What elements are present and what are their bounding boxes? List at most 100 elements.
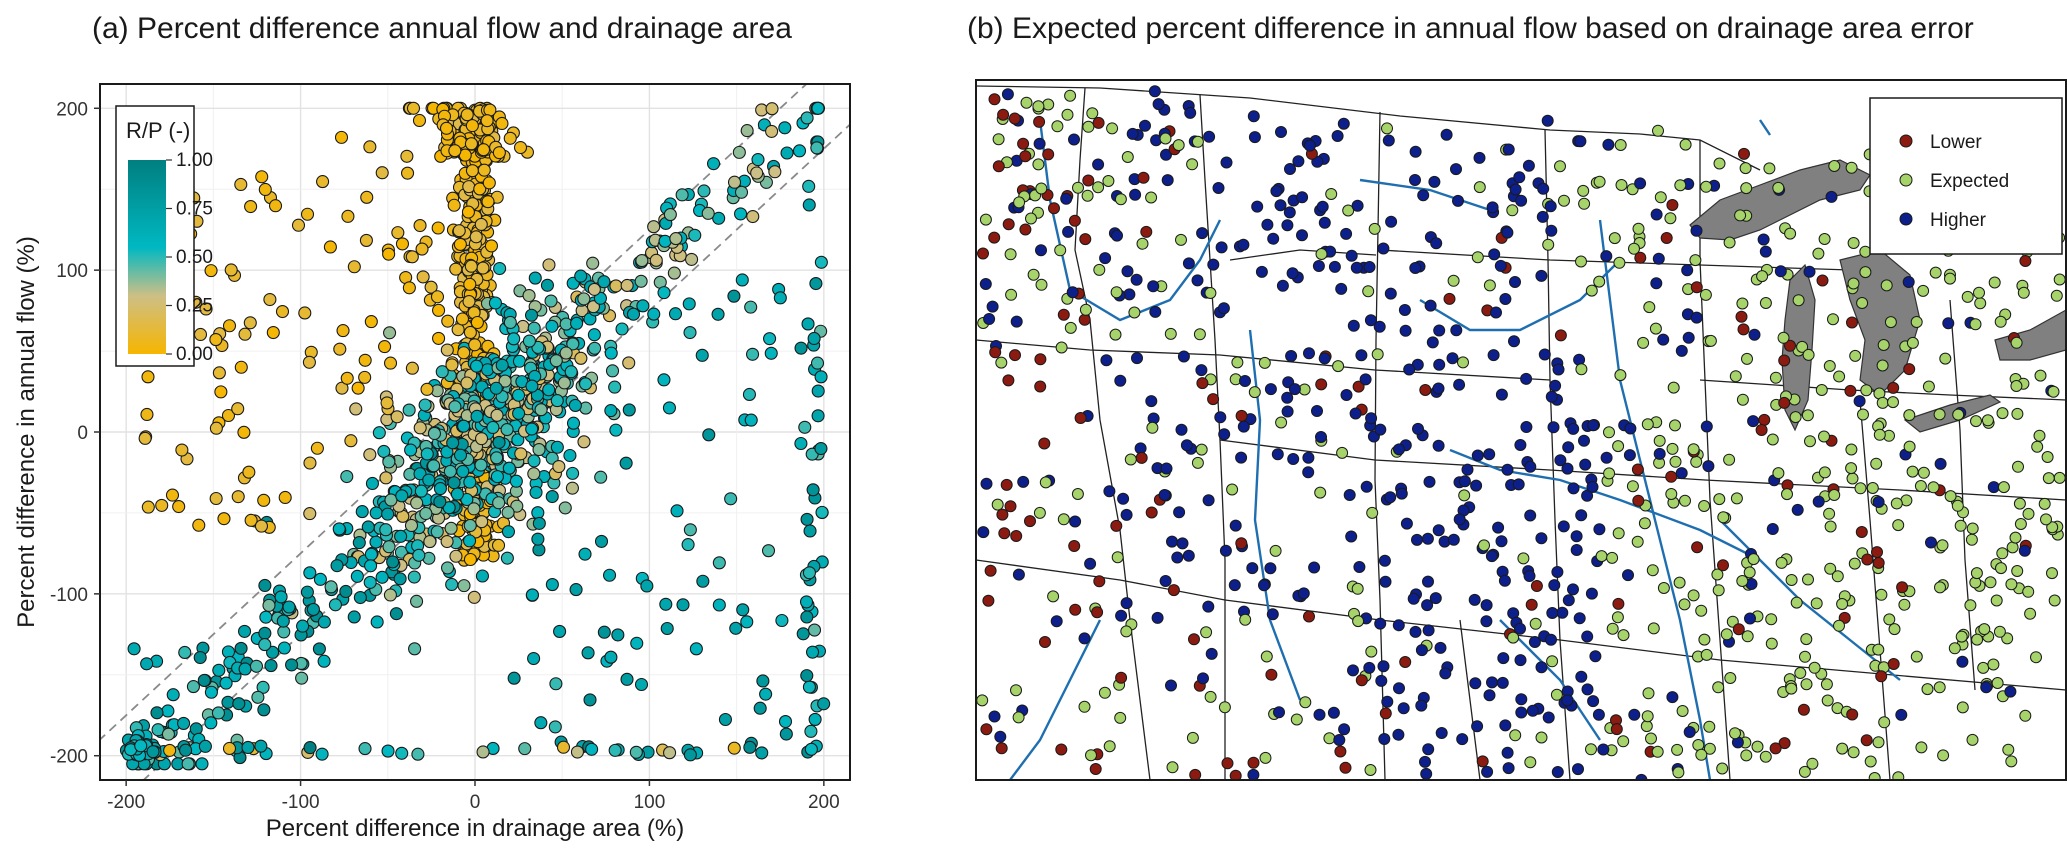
scatter-point <box>395 237 410 251</box>
map-point <box>1744 612 1756 625</box>
scatter-point <box>324 580 338 594</box>
scatter-point <box>805 645 820 659</box>
map-point <box>1690 281 1703 294</box>
map-point <box>1110 286 1123 299</box>
map-point <box>1608 232 1621 245</box>
scatter-point <box>527 467 541 481</box>
map-point <box>1478 539 1490 552</box>
map-point <box>1934 581 1946 594</box>
map-point <box>1114 374 1127 387</box>
scatter-point <box>489 381 503 395</box>
map-point <box>1492 521 1505 534</box>
scatter-point <box>222 741 237 756</box>
colorbar-tick-label: 0.50 <box>176 247 213 268</box>
scatter-point <box>150 706 164 720</box>
map-point <box>1182 257 1195 270</box>
map-point <box>1815 384 1828 396</box>
map-point <box>1823 507 1836 520</box>
scatter-point <box>609 423 623 437</box>
map-point <box>1792 294 1805 307</box>
map-point <box>1008 112 1021 125</box>
scatter-point <box>412 113 427 128</box>
scatter-point <box>192 518 206 532</box>
map-point <box>1203 130 1216 143</box>
map-point <box>1182 549 1195 562</box>
map-point <box>1145 191 1158 204</box>
map-point <box>1876 396 1889 409</box>
map-point <box>2053 471 2066 484</box>
scatter-point <box>360 190 374 204</box>
map-point <box>1473 151 1486 164</box>
map-point <box>1723 236 1736 249</box>
scatter-point <box>525 422 539 436</box>
scatter-point <box>380 396 394 410</box>
scatter-point <box>534 716 548 730</box>
map-point <box>1296 191 1309 204</box>
scatter-point <box>540 278 554 292</box>
map-point <box>1033 115 1046 128</box>
map-point <box>1626 480 1639 493</box>
scatter-point <box>453 448 468 462</box>
scatter-point <box>564 365 578 379</box>
scatter-point <box>351 381 365 395</box>
scatter-point <box>361 520 375 534</box>
map-point <box>1775 556 1788 569</box>
map-point <box>1435 727 1448 739</box>
map-point <box>1423 475 1436 488</box>
map-point <box>1160 462 1173 475</box>
map-point <box>1025 212 1037 225</box>
scatter-point <box>446 436 460 450</box>
scatter-point <box>379 471 393 485</box>
scatter-point <box>412 548 426 562</box>
map-point <box>1730 492 1743 505</box>
scatter-point <box>756 674 770 688</box>
map-point <box>1679 138 1692 151</box>
scatter-point <box>620 278 634 292</box>
map-point <box>1066 286 1079 299</box>
map-point <box>1870 457 1883 470</box>
map-point <box>1001 88 1014 101</box>
scatter-point <box>802 198 816 212</box>
scatter-point <box>166 688 180 702</box>
map-point <box>1316 200 1329 213</box>
map-point <box>1895 708 1908 721</box>
scatter-point <box>657 286 671 300</box>
scatter-point <box>544 294 558 308</box>
map-point <box>1042 148 1055 161</box>
map-point <box>1593 175 1606 188</box>
scatter-point <box>660 621 674 636</box>
map-point <box>1853 395 1866 408</box>
scatter-point <box>209 421 223 435</box>
map-point <box>1328 260 1341 273</box>
map-point <box>1311 405 1323 417</box>
scatter-point <box>231 402 245 416</box>
scatter-point <box>463 475 477 489</box>
map-point <box>1103 740 1116 753</box>
scatter-point <box>302 355 316 369</box>
map-point <box>1337 117 1350 130</box>
map-point <box>1129 188 1142 201</box>
map-point <box>1051 120 1064 133</box>
scatter-point <box>234 177 248 192</box>
scatter-point <box>155 498 169 512</box>
map-point <box>1816 274 1829 287</box>
scatter-point <box>492 496 506 510</box>
map-point <box>1315 378 1328 391</box>
map-point <box>1717 511 1730 524</box>
scatter-point <box>696 574 710 588</box>
scatter-point <box>465 119 479 133</box>
map-point <box>1717 559 1729 572</box>
map-border <box>976 85 1761 171</box>
map-point <box>1446 352 1459 365</box>
scatter-point <box>323 240 337 254</box>
map-point <box>1634 177 1647 190</box>
map-point <box>1395 487 1408 500</box>
map-point <box>1587 419 1600 432</box>
scatter-point <box>577 435 591 449</box>
scatter-point <box>406 101 421 115</box>
map-point <box>1184 106 1197 119</box>
state-boundary <box>1374 111 1386 780</box>
state-boundary <box>1699 379 2066 401</box>
scatter-point <box>490 470 504 484</box>
scatter-point <box>594 470 608 484</box>
